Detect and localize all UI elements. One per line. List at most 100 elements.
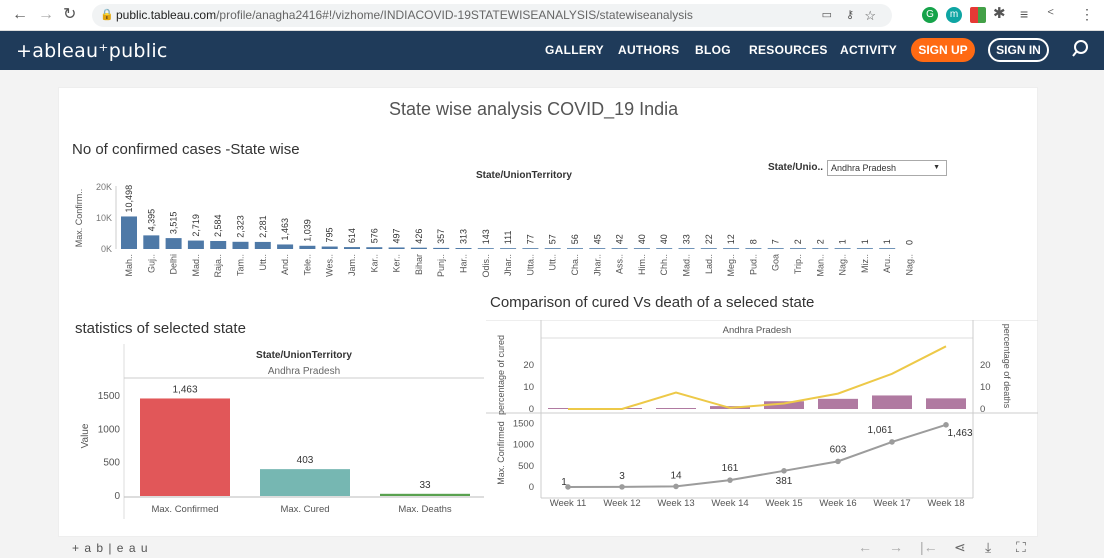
puzzle-icon[interactable]: ✱ xyxy=(993,5,1006,22)
back-arrow-icon[interactable]: ← xyxy=(12,6,28,23)
data-label: 2 xyxy=(793,239,803,244)
y-tick-label: 0K xyxy=(101,244,112,254)
profile-icon[interactable]: ᑉ xyxy=(1047,6,1055,22)
playlist-icon[interactable]: ≡ xyxy=(1020,6,1029,22)
category-label: Max. Cured xyxy=(280,504,329,515)
search-icon[interactable] xyxy=(1071,39,1089,59)
nav-authors[interactable]: AUTHORS xyxy=(618,43,680,57)
bar xyxy=(254,241,271,249)
data-label: 497 xyxy=(392,228,402,243)
bar xyxy=(380,493,470,496)
data-label: 1,061 xyxy=(867,425,892,436)
bar xyxy=(812,248,829,249)
nav-resources[interactable]: RESOURCES xyxy=(749,43,828,57)
data-label: 614 xyxy=(347,228,357,243)
category-label: Mah.. xyxy=(124,254,134,277)
share-icon[interactable]: ⋖ xyxy=(954,539,966,555)
data-label: 2 xyxy=(815,239,825,244)
category-label: Nag.. xyxy=(905,254,915,276)
viz-toolbar: + a b | e a u ← → |← ⋖ ⤓ ⛶ xyxy=(0,537,1104,558)
site-header: +ableau⁺public GALLERY AUTHORS BLOG RESO… xyxy=(0,31,1104,70)
browser-toolbar: ← → ↻ 🔒 public.tableau.com/profile/anagh… xyxy=(0,0,1104,31)
tableau-footer-logo: + a b | e a u xyxy=(72,541,149,555)
data-label: 2,323 xyxy=(236,215,246,238)
extension-m-icon[interactable]: m xyxy=(946,7,962,23)
category-label: Punj.. xyxy=(436,254,446,277)
data-label: 403 xyxy=(297,455,314,466)
bar xyxy=(678,248,695,249)
data-label: 33 xyxy=(682,234,692,244)
data-label: 313 xyxy=(459,229,469,244)
redo-icon[interactable]: → xyxy=(889,539,903,555)
bar xyxy=(410,247,427,249)
data-point xyxy=(781,468,787,474)
category-label: Kar.. xyxy=(369,254,379,273)
category-label: Jam.. xyxy=(347,254,357,276)
selected-state-bar-chart: State/UnionTerritory Andhra Pradesh Value 0… xyxy=(80,344,484,519)
undo-icon[interactable]: ← xyxy=(858,539,872,555)
category-label: Jhar.. xyxy=(592,254,602,276)
nav-activity[interactable]: ACTIVITY xyxy=(840,43,898,57)
address-bar[interactable]: 🔒 public.tableau.com/profile/anagha2416#… xyxy=(92,4,892,27)
top-right-y-label: percentage of deaths xyxy=(1002,324,1012,409)
bottom-y-label: Max. Confirmed xyxy=(496,421,506,485)
fullscreen-icon[interactable]: ⛶ xyxy=(1016,539,1026,555)
reload-icon[interactable]: ↻ xyxy=(63,6,77,23)
x-tick-label: Week 12 xyxy=(603,498,640,509)
lock-icon: 🔒 xyxy=(100,9,114,21)
signup-button[interactable]: SIGN UP xyxy=(911,38,975,62)
tableau-public-logo[interactable]: +ableau⁺public xyxy=(16,40,168,62)
bar xyxy=(611,248,628,249)
chart2-header: State/UnionTerritory xyxy=(256,350,352,361)
bar xyxy=(165,238,182,249)
x-tick-label: Week 18 xyxy=(927,498,964,509)
data-label: 3 xyxy=(619,471,625,482)
category-label: Jhar.. xyxy=(503,254,513,276)
key-icon[interactable]: ⚷ xyxy=(845,9,854,21)
category-label: Miz.. xyxy=(860,254,870,273)
data-label: 111 xyxy=(503,231,513,245)
filter-value: Andhra Pradesh xyxy=(831,163,897,173)
signin-button[interactable]: SIGN IN xyxy=(988,38,1049,62)
revert-icon[interactable]: |← xyxy=(920,539,938,555)
y-tick-label: 0 xyxy=(529,404,534,415)
nav-gallery[interactable]: GALLERY xyxy=(545,43,604,57)
data-label: 1,039 xyxy=(302,219,312,242)
data-label: 1 xyxy=(882,239,892,244)
data-label: 45 xyxy=(592,234,602,244)
forward-arrow-icon[interactable]: → xyxy=(38,6,54,23)
top-left-y-label: percentage of cured xyxy=(496,335,506,415)
grammarly-icon[interactable]: G xyxy=(922,7,938,23)
extension-color-icon[interactable] xyxy=(970,7,986,23)
bar xyxy=(500,248,517,249)
nav-blog[interactable]: BLOG xyxy=(695,43,731,57)
data-label: 2,719 xyxy=(191,214,201,237)
data-label: 40 xyxy=(659,234,669,244)
bar xyxy=(544,248,561,249)
category-label: Utt.. xyxy=(548,254,558,271)
bar xyxy=(277,244,294,249)
data-label: 161 xyxy=(722,463,739,474)
data-label: 576 xyxy=(369,228,379,243)
cast-icon[interactable]: ▭ xyxy=(821,9,832,21)
category-label: Max. Confirmed xyxy=(151,504,218,515)
state-confirmed-bar-chart: Max. Confirm.. 0K 10K 20K 10,498 Mah.. 4,395 Gu… xyxy=(74,182,915,278)
bar xyxy=(187,240,204,249)
x-tick-label: Week 11 xyxy=(550,498,587,509)
data-label: 1 xyxy=(860,239,870,244)
menu-icon[interactable]: ⋮ xyxy=(1080,6,1094,22)
chart3-header: Andhra Pradesh xyxy=(723,325,792,336)
category-label: Goa xyxy=(771,254,781,271)
data-label: 426 xyxy=(414,229,424,244)
category-label: Utta.. xyxy=(525,254,535,276)
chart1-header: State/UnionTerritory xyxy=(476,170,572,181)
bar xyxy=(790,248,806,249)
y-tick-label: 20 xyxy=(980,360,991,371)
data-label: 2,281 xyxy=(258,215,268,238)
download-icon[interactable]: ⤓ xyxy=(985,539,992,555)
state-filter-dropdown[interactable]: Andhra Pradesh ▼ xyxy=(827,160,947,176)
bar xyxy=(260,469,350,496)
series-line xyxy=(568,345,947,410)
star-icon[interactable]: ☆ xyxy=(864,8,876,23)
x-tick-label: Week 13 xyxy=(657,498,694,509)
